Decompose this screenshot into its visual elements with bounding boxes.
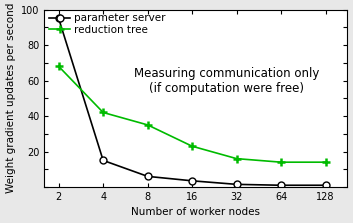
- parameter server: [56, 17, 61, 20]
- reduction tree: [234, 157, 239, 160]
- reduction tree: [323, 161, 328, 163]
- Y-axis label: Weight gradient updates per second: Weight gradient updates per second: [6, 3, 16, 194]
- reduction tree: [190, 145, 194, 148]
- parameter server: [101, 159, 105, 162]
- parameter server: [323, 184, 328, 187]
- reduction tree: [145, 124, 150, 126]
- parameter server: [234, 183, 239, 186]
- Text: Measuring communication only
(if computation were free): Measuring communication only (if computa…: [133, 66, 319, 95]
- parameter server: [190, 180, 194, 182]
- X-axis label: Number of worker nodes: Number of worker nodes: [131, 207, 261, 217]
- reduction tree: [56, 65, 61, 68]
- Line: parameter server: parameter server: [55, 15, 329, 189]
- parameter server: [279, 184, 283, 187]
- reduction tree: [101, 111, 105, 114]
- parameter server: [145, 175, 150, 178]
- Line: reduction tree: reduction tree: [54, 62, 330, 166]
- Legend: parameter server, reduction tree: parameter server, reduction tree: [47, 11, 168, 37]
- reduction tree: [279, 161, 283, 163]
